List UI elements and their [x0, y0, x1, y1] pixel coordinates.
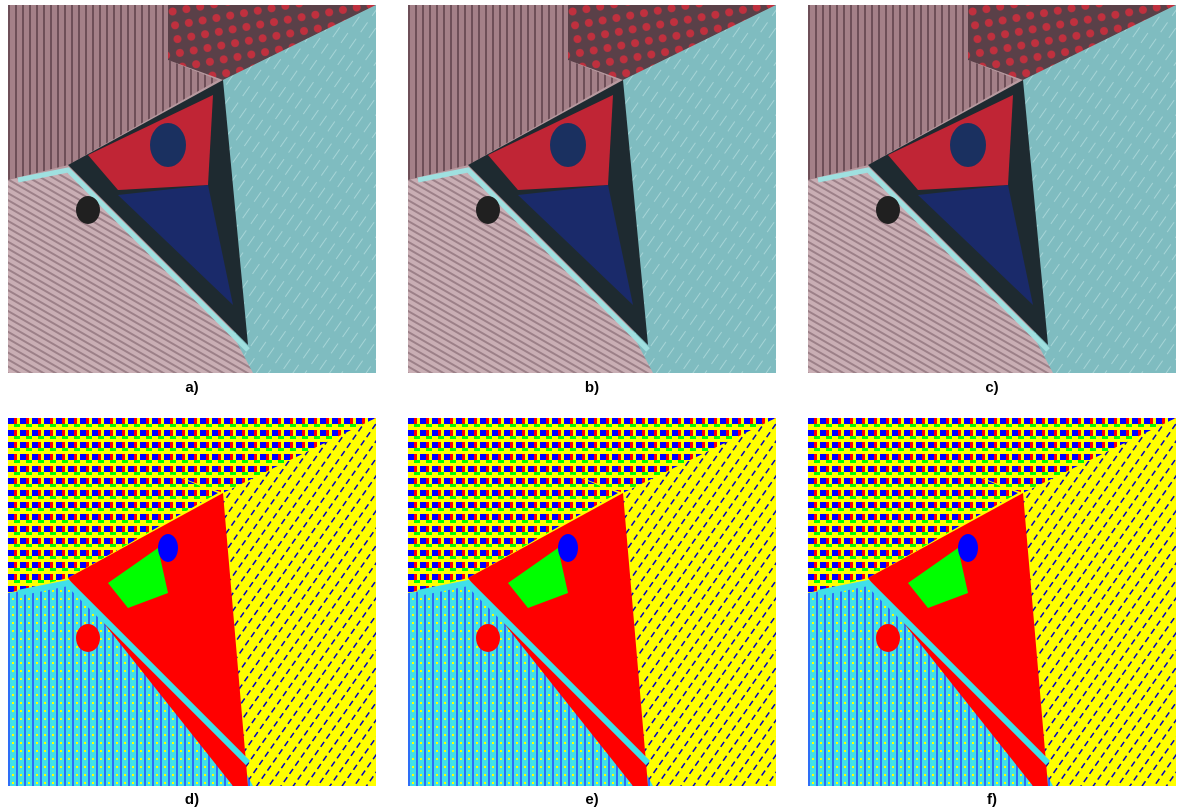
figure: a) b) c) d) e) f): [0, 0, 1178, 812]
panel-b: [408, 5, 776, 373]
panel-a: [8, 5, 376, 373]
panel-label: e): [585, 791, 598, 808]
figure-canvas: a) b) c) d) e) f): [0, 0, 1178, 812]
panel-label: a): [185, 379, 198, 396]
panel-f: [808, 418, 1176, 786]
panel-c: [808, 5, 1176, 373]
panel-label: f): [987, 791, 997, 808]
panel-label: b): [585, 379, 599, 396]
panel-d: [8, 418, 376, 786]
panel-label: d): [185, 791, 199, 808]
panel-e: [408, 418, 776, 786]
panel-label: c): [985, 379, 998, 396]
